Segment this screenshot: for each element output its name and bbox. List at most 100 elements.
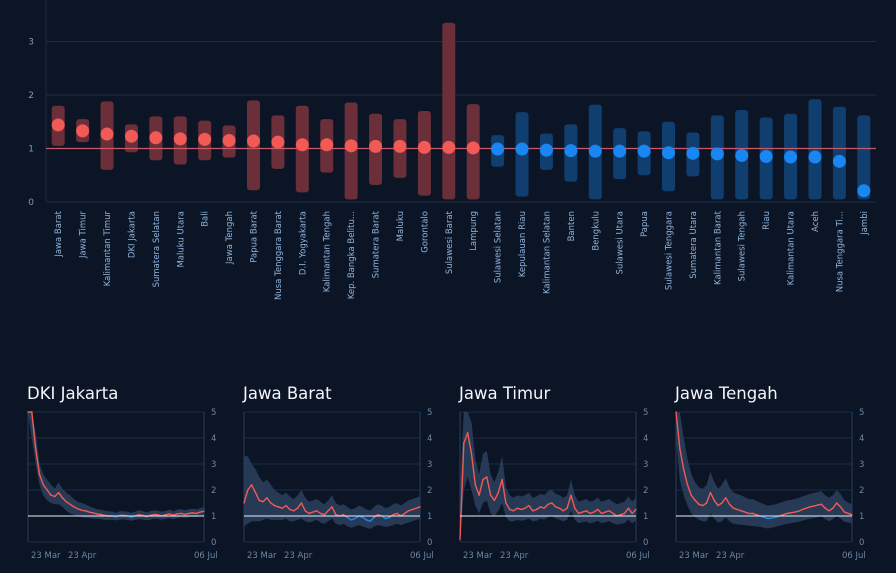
main-x-label: Sulawesi Tengah	[738, 211, 748, 281]
panel-x-tick-label: 23 Apr	[284, 551, 313, 561]
main-dot	[613, 144, 627, 158]
panel-series-segment	[361, 516, 368, 521]
main-x-label: Kepulauan Riau	[518, 211, 528, 277]
panel-series-segment	[346, 516, 352, 521]
main-dot	[686, 146, 700, 160]
panel-y-tick-label: 2	[211, 486, 216, 496]
panel-series-segment	[266, 497, 272, 504]
main-x-label: Banten	[567, 211, 577, 241]
panel-title-jawa-barat: Jawa Barat	[243, 384, 332, 403]
main-dot	[662, 146, 675, 160]
panel-y-tick-label: 5	[427, 408, 432, 418]
panel-series-segment	[463, 432, 469, 444]
main-x-label: Kalimantan Barat	[713, 210, 723, 285]
panel-series-segment	[489, 494, 496, 502]
panel-series-segment	[705, 491, 712, 504]
panel-series-segment	[797, 508, 803, 513]
panel-series-segment	[65, 500, 71, 506]
main-dot	[491, 142, 505, 156]
panel-series-segment	[493, 491, 499, 502]
main-dot	[784, 150, 798, 164]
panel-series-segment	[690, 494, 696, 502]
main-x-label: Riau	[762, 211, 772, 230]
panel-title-jawa-tengah: Jawa Tengah	[675, 384, 778, 403]
panel-y-tick-label: 5	[211, 408, 216, 418]
panel-series-segment	[501, 478, 507, 504]
main-dot	[124, 129, 138, 143]
main-x-label: D.I. Yogyakarta	[298, 211, 308, 275]
main-x-labels: Jawa Barat Jawa Timur Kalimantan Timur DKI …	[54, 210, 870, 300]
panel-y-tick-label: 5	[643, 408, 648, 418]
panel-series-segment	[69, 503, 75, 508]
panel-series-segment	[728, 503, 735, 509]
main-dot	[808, 150, 822, 164]
main-dot	[247, 134, 260, 148]
panel-series-segment	[543, 503, 549, 509]
main-dot	[466, 141, 480, 155]
main-dot	[271, 135, 285, 149]
panel-series-segment	[721, 497, 727, 504]
main-dot	[149, 131, 163, 145]
main-y-tick-label: 3	[28, 38, 34, 48]
main-dot	[295, 138, 309, 152]
panel-series-segment	[713, 499, 719, 507]
panel-series-segment	[675, 411, 681, 450]
panel-series-segment	[566, 494, 572, 509]
panel-x-tick-label: 06 Jul	[410, 551, 434, 561]
main-x-label: Bali	[201, 211, 211, 227]
panel-series-segment	[470, 452, 477, 486]
panel-series-segment	[820, 503, 826, 509]
panel-y-tick-label: 2	[643, 486, 648, 496]
panel-x-tick-label: 06 Jul	[626, 551, 650, 561]
panel-series-segment	[585, 510, 591, 515]
main-y-tick-label: 1	[28, 145, 34, 155]
panel-series-segment	[497, 478, 503, 494]
panel-x-tick-label: 23 Apr	[500, 551, 529, 561]
main-x-label: Kalimantan Utara	[787, 211, 797, 285]
main-dot	[222, 133, 236, 147]
panel-series-segment	[528, 504, 534, 512]
panel-series-segment	[474, 484, 480, 496]
main-x-label: Kalimantan Timur	[103, 211, 113, 287]
panel-series-segment	[623, 507, 630, 515]
panel-series-segment	[512, 507, 519, 512]
panel-series-segment	[535, 506, 542, 511]
panel-series-segment	[725, 497, 731, 506]
panel-confidence-band	[244, 456, 420, 529]
panel-title-jawa-timur: Jawa Timur	[459, 384, 551, 403]
main-dot	[832, 154, 846, 168]
main-dot	[710, 147, 724, 161]
panel-series-segment	[369, 516, 375, 522]
main-x-label: Nusa Tenggara Barat	[274, 210, 284, 300]
panel-series-segment	[717, 502, 723, 507]
panel-y-tick-label: 5	[859, 408, 864, 418]
main-dots	[51, 118, 871, 198]
main-dot	[637, 144, 651, 158]
panel-y-tick-label: 3	[643, 460, 648, 470]
panel-series-segment	[270, 502, 276, 507]
panel-series-segment	[466, 432, 473, 455]
panel-y-tick-label: 1	[859, 512, 864, 522]
panel-x-tick-label: 06 Jul	[842, 551, 866, 561]
panel-y-tick-label: 3	[859, 460, 864, 470]
main-x-label: Jawa Tengah	[225, 211, 235, 265]
panel-confidence-band	[676, 412, 852, 529]
panel-series-segment	[562, 507, 568, 512]
panel-y-tick-label: 0	[427, 538, 432, 548]
panel-series-segment	[505, 502, 511, 511]
main-dot	[442, 140, 456, 154]
main-dot	[539, 143, 553, 157]
main-x-label: Sumatera Selatan	[152, 211, 162, 287]
panel-series-segment	[331, 506, 337, 516]
panel-series-segment	[847, 512, 853, 516]
main-dot	[51, 118, 65, 132]
panel-series-segment	[608, 510, 614, 515]
main-dot	[393, 139, 407, 153]
panel-series-segment	[478, 478, 484, 496]
panel-y-tick-label: 0	[859, 538, 864, 548]
panel-y-tick-label: 1	[211, 512, 216, 522]
main-x-label: Sumatera Barat	[372, 210, 382, 278]
main-x-label: Sulawesi Utara	[616, 211, 626, 275]
main-x-label: Kalimantan Selatan	[542, 211, 552, 294]
panel-series-segment	[686, 484, 693, 496]
